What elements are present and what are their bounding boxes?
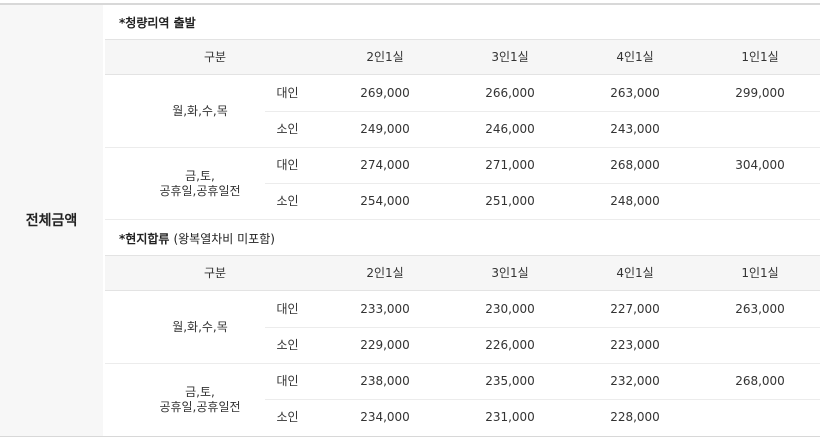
header-3p: 3인1실 (491, 266, 529, 280)
group-label-line: 금,토, (185, 169, 215, 183)
section-local-join: *현지합류 (왕복열차비 미포함) 구분 2인1실 3인1실 4인1실 1인1실 … (105, 221, 820, 436)
row-type: 대인 (276, 158, 299, 172)
price-4p: 243,000 (610, 122, 660, 136)
header-category: 구분 (203, 50, 227, 64)
row-divider (265, 327, 820, 328)
table-row: 대인 233,000 230,000 227,000 263,000 (105, 291, 820, 327)
price-1p: 299,000 (735, 86, 785, 100)
section-title: *청량리역 출발 (119, 14, 200, 31)
price-2p: 274,000 (360, 158, 410, 172)
row-divider (265, 183, 820, 184)
table-top-border (103, 3, 820, 5)
price-4p: 232,000 (610, 374, 660, 388)
price-3p: 251,000 (485, 194, 535, 208)
table-row: 소인 229,000 226,000 223,000 (105, 327, 820, 363)
group-label-line: 금,토, (185, 385, 215, 399)
table-row: 대인 238,000 235,000 232,000 268,000 (105, 363, 820, 399)
group-label-line: 공휴일,공휴일전 (159, 400, 241, 414)
header-4p: 4인1실 (616, 50, 654, 64)
row-type: 대인 (276, 86, 299, 100)
header-3p: 3인1실 (491, 50, 529, 64)
price-1p: 268,000 (735, 374, 785, 388)
price-2p: 269,000 (360, 86, 410, 100)
price-3p: 235,000 (485, 374, 535, 388)
row-type: 대인 (276, 302, 299, 316)
price-4p: 248,000 (610, 194, 660, 208)
group-label-line: 공휴일,공휴일전 (159, 184, 241, 198)
table-header: 구분 2인1실 3인1실 4인1실 1인1실 (105, 255, 820, 291)
row-type: 소인 (276, 194, 299, 208)
price-4p: 228,000 (610, 410, 660, 424)
price-4p: 268,000 (610, 158, 660, 172)
group-label-line: 월,화,수,목 (172, 104, 228, 118)
price-1p: 304,000 (735, 158, 785, 172)
table-row: 소인 234,000 231,000 228,000 (105, 399, 820, 435)
table-row: 소인 249,000 246,000 243,000 (105, 111, 820, 147)
price-1p (690, 399, 820, 435)
side-label: 전체금액 (25, 213, 78, 229)
group-label-line: 월,화,수,목 (172, 320, 228, 334)
side-header: 전체금액 (0, 3, 103, 437)
price-3p: 246,000 (485, 122, 535, 136)
group-divider (105, 147, 820, 148)
price-1p (690, 111, 820, 147)
price-3p: 271,000 (485, 158, 535, 172)
price-1p: 263,000 (735, 302, 785, 316)
price-2p: 233,000 (360, 302, 410, 316)
price-2p: 234,000 (360, 410, 410, 424)
price-3p: 231,000 (485, 410, 535, 424)
row-type: 대인 (276, 374, 299, 388)
price-4p: 223,000 (610, 338, 660, 352)
header-2p: 2인1실 (366, 50, 404, 64)
group-label-weekend: 금,토, 공휴일,공휴일전 (105, 385, 295, 415)
price-2p: 249,000 (360, 122, 410, 136)
row-type: 소인 (276, 122, 299, 136)
price-2p: 238,000 (360, 374, 410, 388)
price-3p: 226,000 (485, 338, 535, 352)
row-type: 소인 (276, 338, 299, 352)
header-category: 구분 (203, 266, 227, 280)
row-type: 소인 (276, 410, 299, 424)
price-4p: 227,000 (610, 302, 660, 316)
row-divider (265, 399, 820, 400)
header-1p: 1인1실 (741, 266, 779, 280)
header-2p: 2인1실 (366, 266, 404, 280)
header-1p: 1인1실 (741, 50, 779, 64)
section-divider (105, 219, 820, 220)
table-row: 소인 254,000 251,000 248,000 (105, 183, 820, 219)
section-cheongnyangni: *청량리역 출발 구분 2인1실 3인1실 4인1실 1인1실 월,화,수,목 … (105, 5, 820, 220)
table-bottom-border (103, 436, 820, 437)
price-3p: 266,000 (485, 86, 535, 100)
section-title: *현지합류 (왕복열차비 미포함) (119, 230, 275, 247)
price-1p (690, 327, 820, 363)
price-4p: 263,000 (610, 86, 660, 100)
group-label-weekday: 월,화,수,목 (105, 320, 295, 335)
section-title-text: *청량리역 출발 (119, 16, 196, 30)
table-row: 대인 274,000 271,000 268,000 304,000 (105, 147, 820, 183)
price-3p: 230,000 (485, 302, 535, 316)
section-title-text: *현지합류 (119, 232, 170, 246)
group-divider (105, 363, 820, 364)
section-note: (왕복열차비 미포함) (173, 232, 275, 246)
group-label-weekend: 금,토, 공휴일,공휴일전 (105, 169, 295, 199)
group-label-weekday: 월,화,수,목 (105, 104, 295, 119)
table-header: 구분 2인1실 3인1실 4인1실 1인1실 (105, 39, 820, 75)
table-row: 대인 269,000 266,000 263,000 299,000 (105, 75, 820, 111)
row-divider (265, 111, 820, 112)
price-1p (690, 183, 820, 219)
price-2p: 229,000 (360, 338, 410, 352)
header-4p: 4인1실 (616, 266, 654, 280)
price-2p: 254,000 (360, 194, 410, 208)
